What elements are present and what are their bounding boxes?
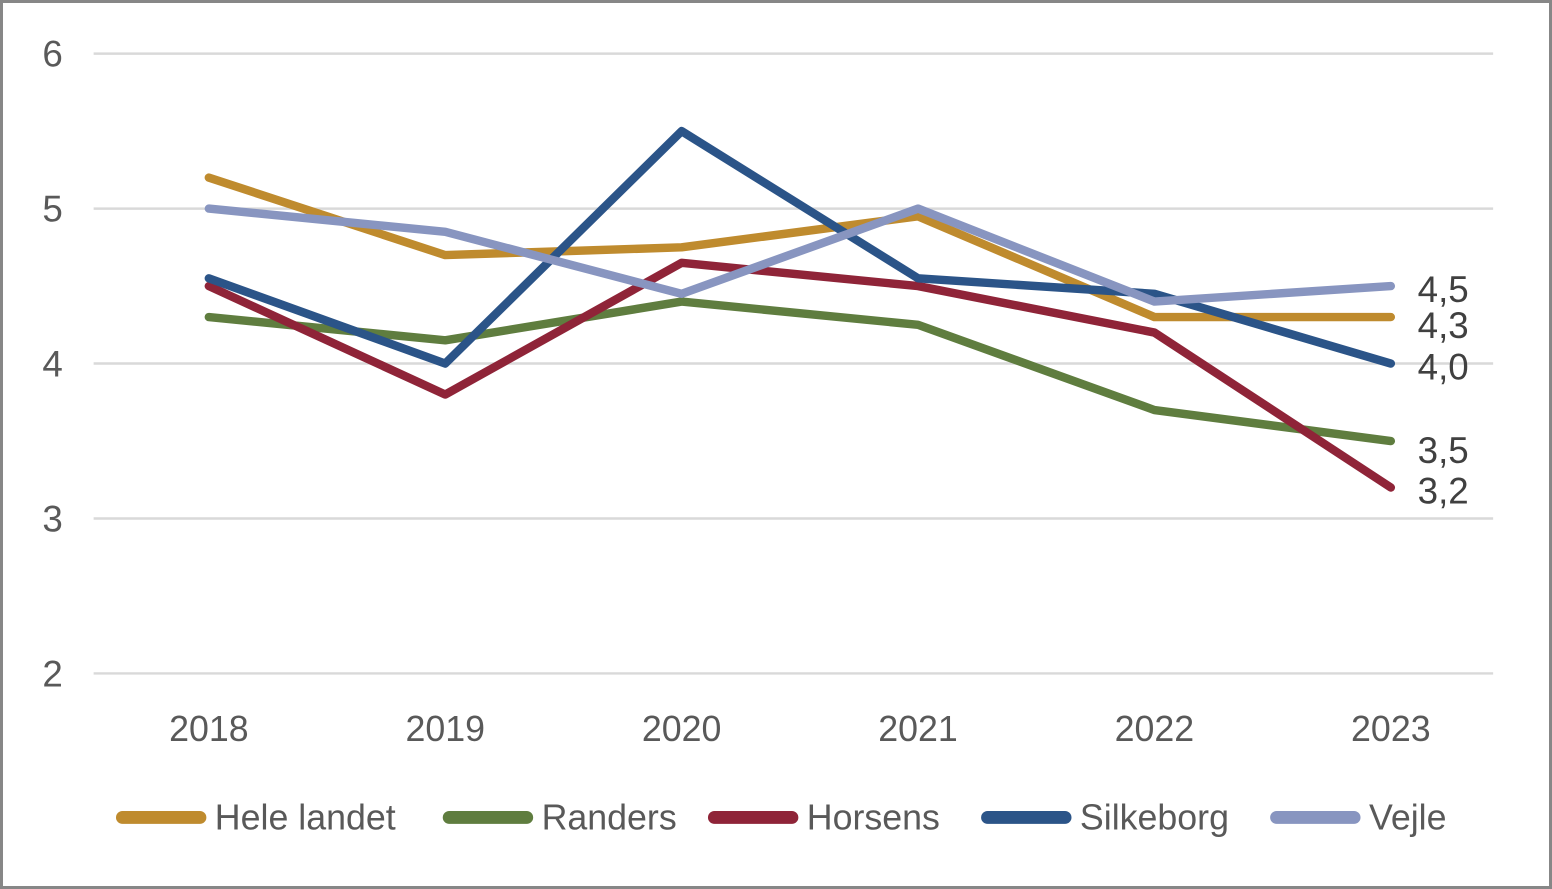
series-line-vejle xyxy=(204,204,1396,306)
legend: Hele landet Randers Horsens Silkeborg Vejle xyxy=(115,797,1447,837)
series-lines xyxy=(204,126,1396,492)
end-label-randers: 3,5 xyxy=(1418,430,1469,471)
y-tick-label-4: 4 xyxy=(42,343,62,384)
x-axis-tick-labels: 2018 2019 2020 2021 2022 2023 xyxy=(169,709,1430,749)
legend-item-vejle: Vejle xyxy=(1270,797,1447,837)
series-line-silkeborg xyxy=(204,126,1396,368)
x-tick-label-2018: 2018 xyxy=(169,709,249,749)
legend-label-hele-landet: Hele landet xyxy=(215,797,396,837)
series-line-horsens xyxy=(204,258,1396,492)
legend-label-horsens: Horsens xyxy=(807,797,940,837)
legend-item-horsens: Horsens xyxy=(707,797,940,837)
y-axis-tick-labels: 6 5 4 3 2 xyxy=(42,34,62,695)
x-tick-label-2021: 2021 xyxy=(878,709,958,749)
line-chart: 6 5 4 3 2 2018 2019 2020 2021 2022 2023 4,3 3,53,2… xyxy=(42,34,1494,837)
end-label-silkeborg: 4,0 xyxy=(1418,346,1469,387)
gridlines xyxy=(93,52,1494,675)
end-label-hele-landet: 4,3 xyxy=(1418,305,1469,346)
end-label-vejle: 4,5 xyxy=(1418,269,1469,310)
legend-label-vejle: Vejle xyxy=(1369,797,1447,837)
x-tick-label-2019: 2019 xyxy=(405,709,485,749)
legend-item-randers: Randers xyxy=(442,797,677,837)
x-tick-label-2023: 2023 xyxy=(1351,709,1431,749)
x-tick-label-2022: 2022 xyxy=(1115,709,1195,749)
legend-label-randers: Randers xyxy=(542,797,677,837)
legend-item-hele-landet: Hele landet xyxy=(115,797,396,837)
series-end-labels: 4,3 3,53,2 4,0 4,5 xyxy=(1418,269,1469,511)
y-tick-label-2: 2 xyxy=(42,653,62,694)
legend-item-silkeborg: Silkeborg xyxy=(981,797,1229,837)
series-line-hele-landet xyxy=(204,173,1396,322)
y-tick-label-5: 5 xyxy=(42,189,62,230)
series-line-randers xyxy=(204,297,1396,446)
legend-label-silkeborg: Silkeborg xyxy=(1080,797,1229,837)
y-tick-label-3: 3 xyxy=(42,498,62,539)
x-tick-label-2020: 2020 xyxy=(642,709,722,749)
y-tick-label-6: 6 xyxy=(42,34,62,75)
end-label-horsens: 3,2 xyxy=(1418,470,1469,511)
